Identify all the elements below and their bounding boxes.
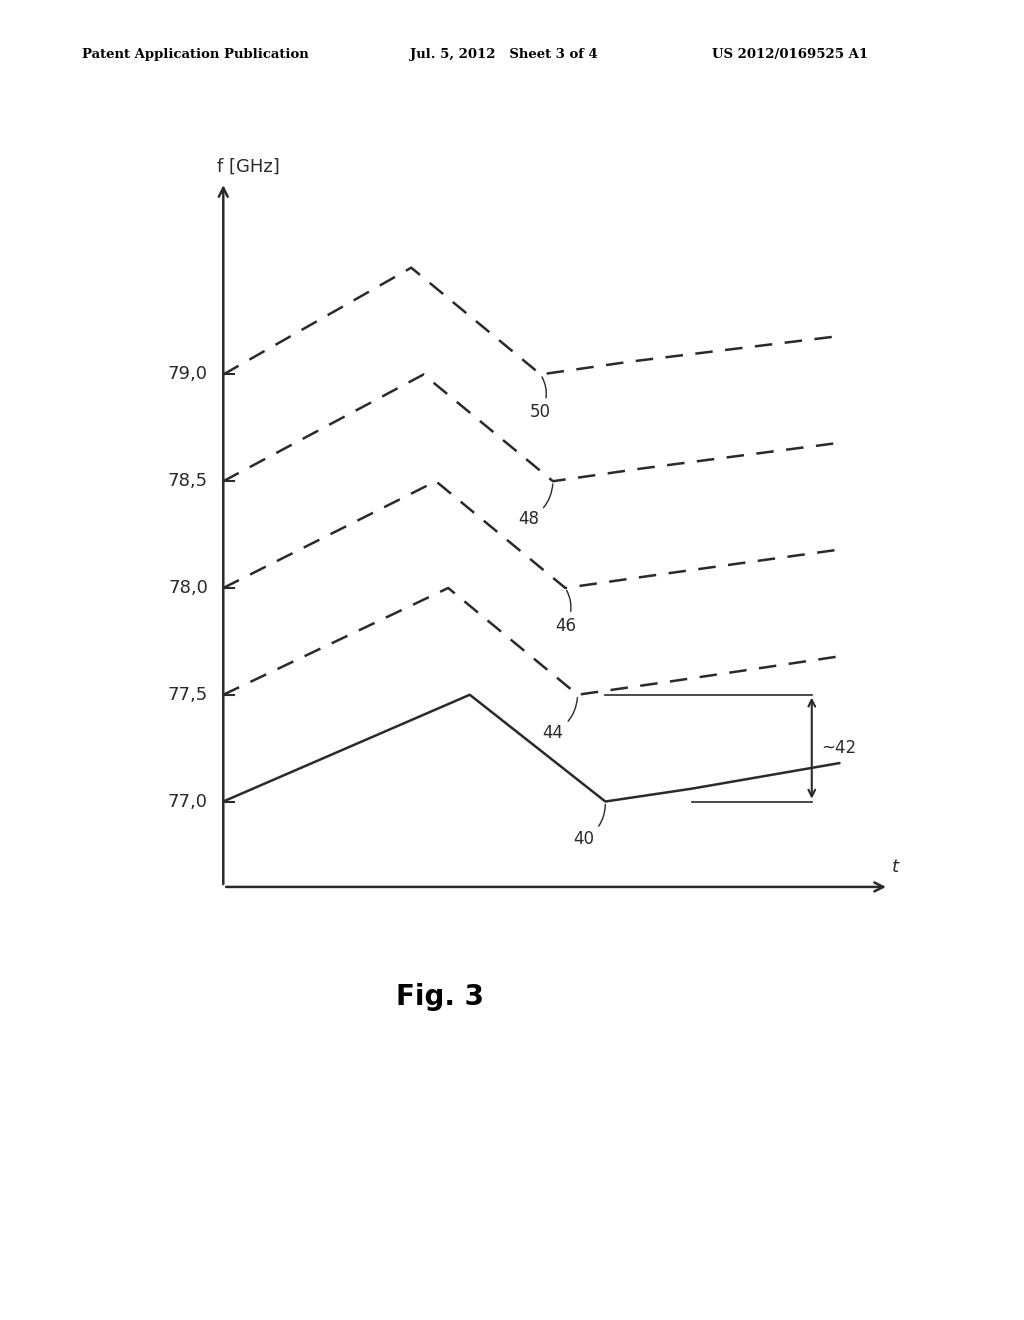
Text: 77,5: 77,5 bbox=[168, 686, 208, 704]
Text: f [GHz]: f [GHz] bbox=[217, 158, 280, 176]
Text: 48: 48 bbox=[518, 484, 553, 528]
Text: Jul. 5, 2012   Sheet 3 of 4: Jul. 5, 2012 Sheet 3 of 4 bbox=[410, 48, 597, 61]
Text: US 2012/0169525 A1: US 2012/0169525 A1 bbox=[712, 48, 867, 61]
Text: 78,5: 78,5 bbox=[168, 473, 208, 490]
Text: 46: 46 bbox=[555, 590, 575, 635]
Text: 79,0: 79,0 bbox=[168, 366, 208, 383]
Text: ~42: ~42 bbox=[821, 739, 856, 758]
Text: Fig. 3: Fig. 3 bbox=[396, 983, 484, 1011]
Text: 44: 44 bbox=[543, 697, 578, 742]
Text: t: t bbox=[892, 858, 898, 876]
Text: 77,0: 77,0 bbox=[168, 792, 208, 810]
Text: 78,0: 78,0 bbox=[168, 579, 208, 597]
Text: Patent Application Publication: Patent Application Publication bbox=[82, 48, 308, 61]
Text: 50: 50 bbox=[530, 378, 551, 421]
Text: 40: 40 bbox=[573, 804, 605, 849]
